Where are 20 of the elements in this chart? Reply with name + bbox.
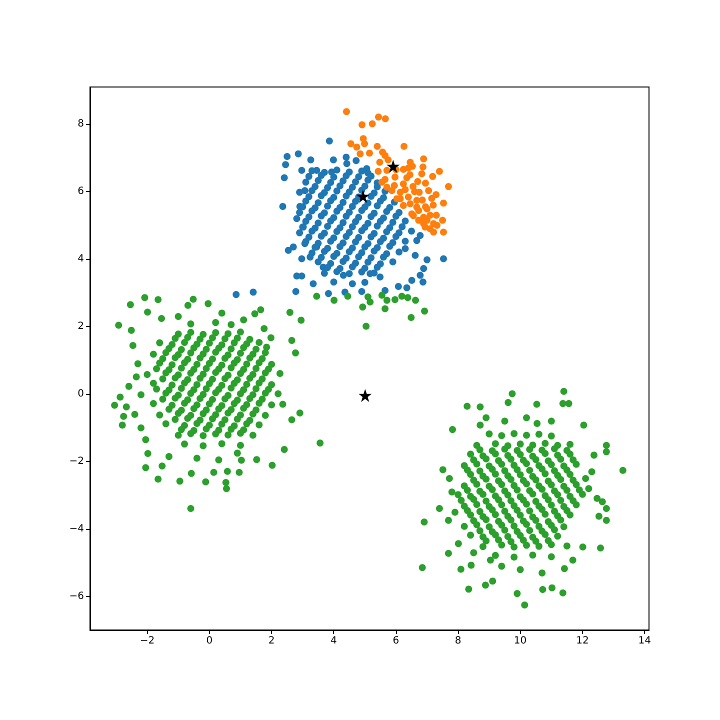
y-tick-label: −2	[69, 456, 84, 468]
x-tick-label: 2	[268, 636, 275, 646]
x-tick-label: 14	[638, 636, 652, 646]
x-tick-label: 8	[454, 636, 462, 646]
y-tick-label: 0	[78, 388, 84, 400]
point	[386, 160, 400, 173]
x-tick-label: 10	[514, 636, 527, 646]
x-tick-label: 12	[576, 636, 589, 646]
x-tick-label: 6	[392, 636, 400, 646]
x-tick-label: 4	[330, 636, 337, 646]
x-tick-label: −2	[140, 636, 155, 646]
y-tick-label: 2	[78, 321, 84, 332]
point	[356, 190, 370, 203]
y-tick-label: 6	[78, 186, 84, 198]
y-tick-label: 8	[78, 118, 84, 130]
point	[358, 388, 372, 402]
y-tick-label: −6	[69, 591, 84, 602]
y-tick-label: 4	[78, 254, 84, 265]
x-tick-label: 0	[206, 636, 213, 646]
y-tick-label: −4	[69, 524, 84, 535]
